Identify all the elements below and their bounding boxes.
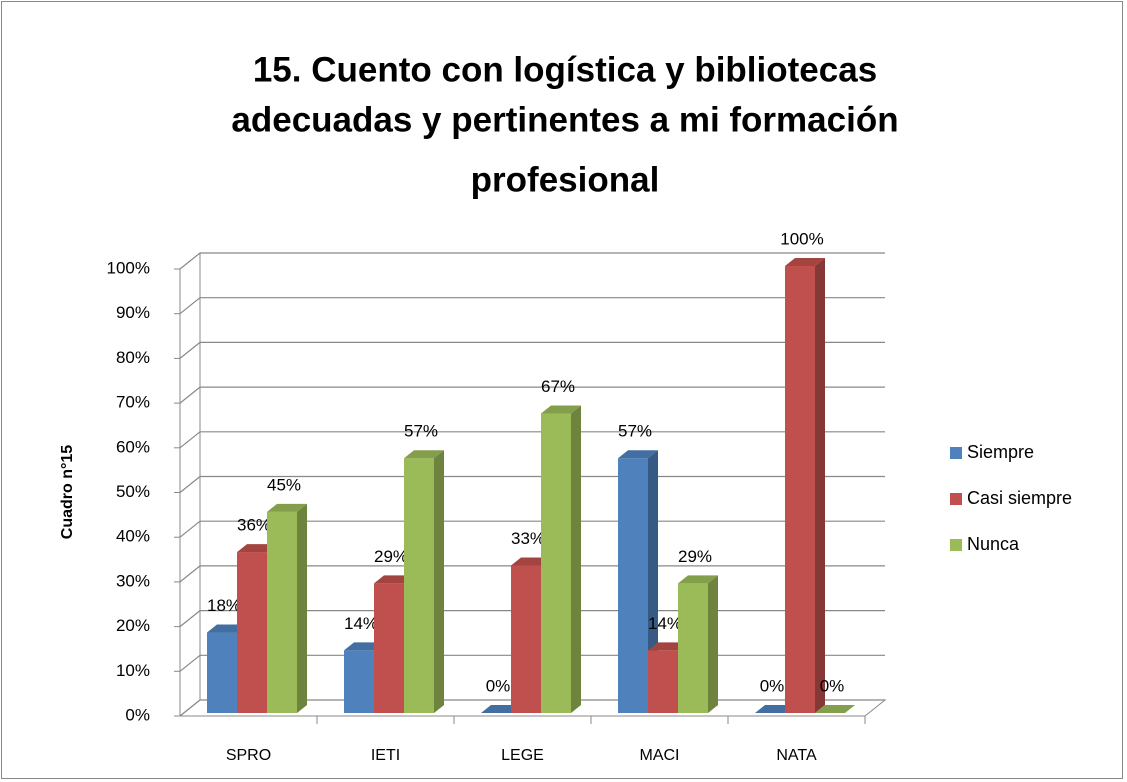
- y-tick-label: 80%: [116, 348, 150, 367]
- bar: [815, 705, 855, 713]
- y-tick-label: 40%: [116, 527, 150, 546]
- bar-front: [785, 266, 815, 713]
- bar: [678, 575, 718, 713]
- legend-label: Siempre: [967, 442, 1034, 462]
- bar-front: [267, 511, 297, 713]
- bar-top: [785, 258, 825, 266]
- bar-front: [404, 458, 434, 713]
- y-tick-label: 100%: [107, 258, 150, 277]
- bar: [267, 503, 307, 713]
- bar-front: [648, 650, 678, 713]
- bar-side: [297, 503, 307, 713]
- y-tick-label: 60%: [116, 437, 150, 456]
- y-tick-label: 0%: [125, 705, 150, 724]
- value-label: 18%: [207, 596, 241, 615]
- bar-top: [404, 450, 444, 459]
- x-tick-label: SPRO: [226, 747, 271, 764]
- bar-side: [815, 258, 825, 713]
- grid-line: [179, 252, 885, 270]
- x-tick-label: NATA: [776, 747, 817, 764]
- bar-front: [344, 650, 374, 713]
- grid-line: [179, 341, 885, 359]
- y-tick-label: 90%: [116, 303, 150, 322]
- value-label: 45%: [267, 475, 301, 494]
- bar-top: [678, 575, 718, 584]
- bar-side: [708, 575, 718, 713]
- bar: [785, 258, 825, 713]
- x-tick-label: MACI: [640, 747, 680, 764]
- value-label: 57%: [618, 422, 652, 441]
- y-tick-label: 50%: [116, 482, 150, 501]
- y-tick-label: 10%: [116, 661, 150, 680]
- value-label: 29%: [374, 547, 408, 566]
- chart-title: profesional: [471, 160, 660, 199]
- x-tick-label: LEGE: [501, 747, 544, 764]
- legend-swatch: [950, 447, 962, 459]
- y-tick-label: 70%: [116, 393, 150, 412]
- value-label: 0%: [820, 676, 845, 695]
- y-axis-label: Cuadro n°15: [59, 445, 76, 540]
- bar-front: [678, 583, 708, 713]
- bar-top: [267, 503, 307, 512]
- value-label: 14%: [344, 614, 378, 633]
- chart-title: 15. Cuento con logística y bibliotecas: [253, 50, 877, 89]
- bar-side: [571, 405, 581, 713]
- bar-front: [207, 632, 237, 713]
- bar-front: [541, 413, 571, 713]
- value-label: 36%: [237, 516, 271, 535]
- grid-line: [179, 431, 885, 449]
- y-tick-label: 30%: [116, 571, 150, 590]
- value-label: 33%: [511, 529, 545, 548]
- bar-front: [511, 565, 541, 713]
- chart-title: adecuadas y pertinentes a mi formación: [231, 100, 898, 139]
- value-label: 29%: [678, 547, 712, 566]
- bar-top: [815, 705, 855, 713]
- x-tick-label: IETI: [371, 747, 400, 764]
- value-label: 0%: [486, 676, 511, 695]
- bar: [541, 405, 581, 713]
- grid-line: [179, 386, 885, 404]
- value-label: 57%: [404, 422, 438, 441]
- value-label: 14%: [648, 614, 682, 633]
- legend-swatch: [950, 539, 962, 551]
- grid-line: [179, 297, 885, 315]
- bar: [404, 450, 444, 713]
- value-label: 100%: [780, 229, 823, 248]
- bar-top: [618, 450, 658, 459]
- legend-label: Casi siempre: [967, 488, 1072, 508]
- bar-side: [434, 450, 444, 713]
- value-label: 67%: [541, 377, 575, 396]
- bar-front: [374, 583, 404, 713]
- bar-front: [237, 552, 267, 713]
- legend-swatch: [950, 493, 962, 505]
- legend-label: Nunca: [967, 534, 1020, 554]
- y-tick-label: 20%: [116, 616, 150, 635]
- value-label: 0%: [760, 676, 785, 695]
- bar-top: [541, 405, 581, 414]
- bar-front: [618, 458, 648, 713]
